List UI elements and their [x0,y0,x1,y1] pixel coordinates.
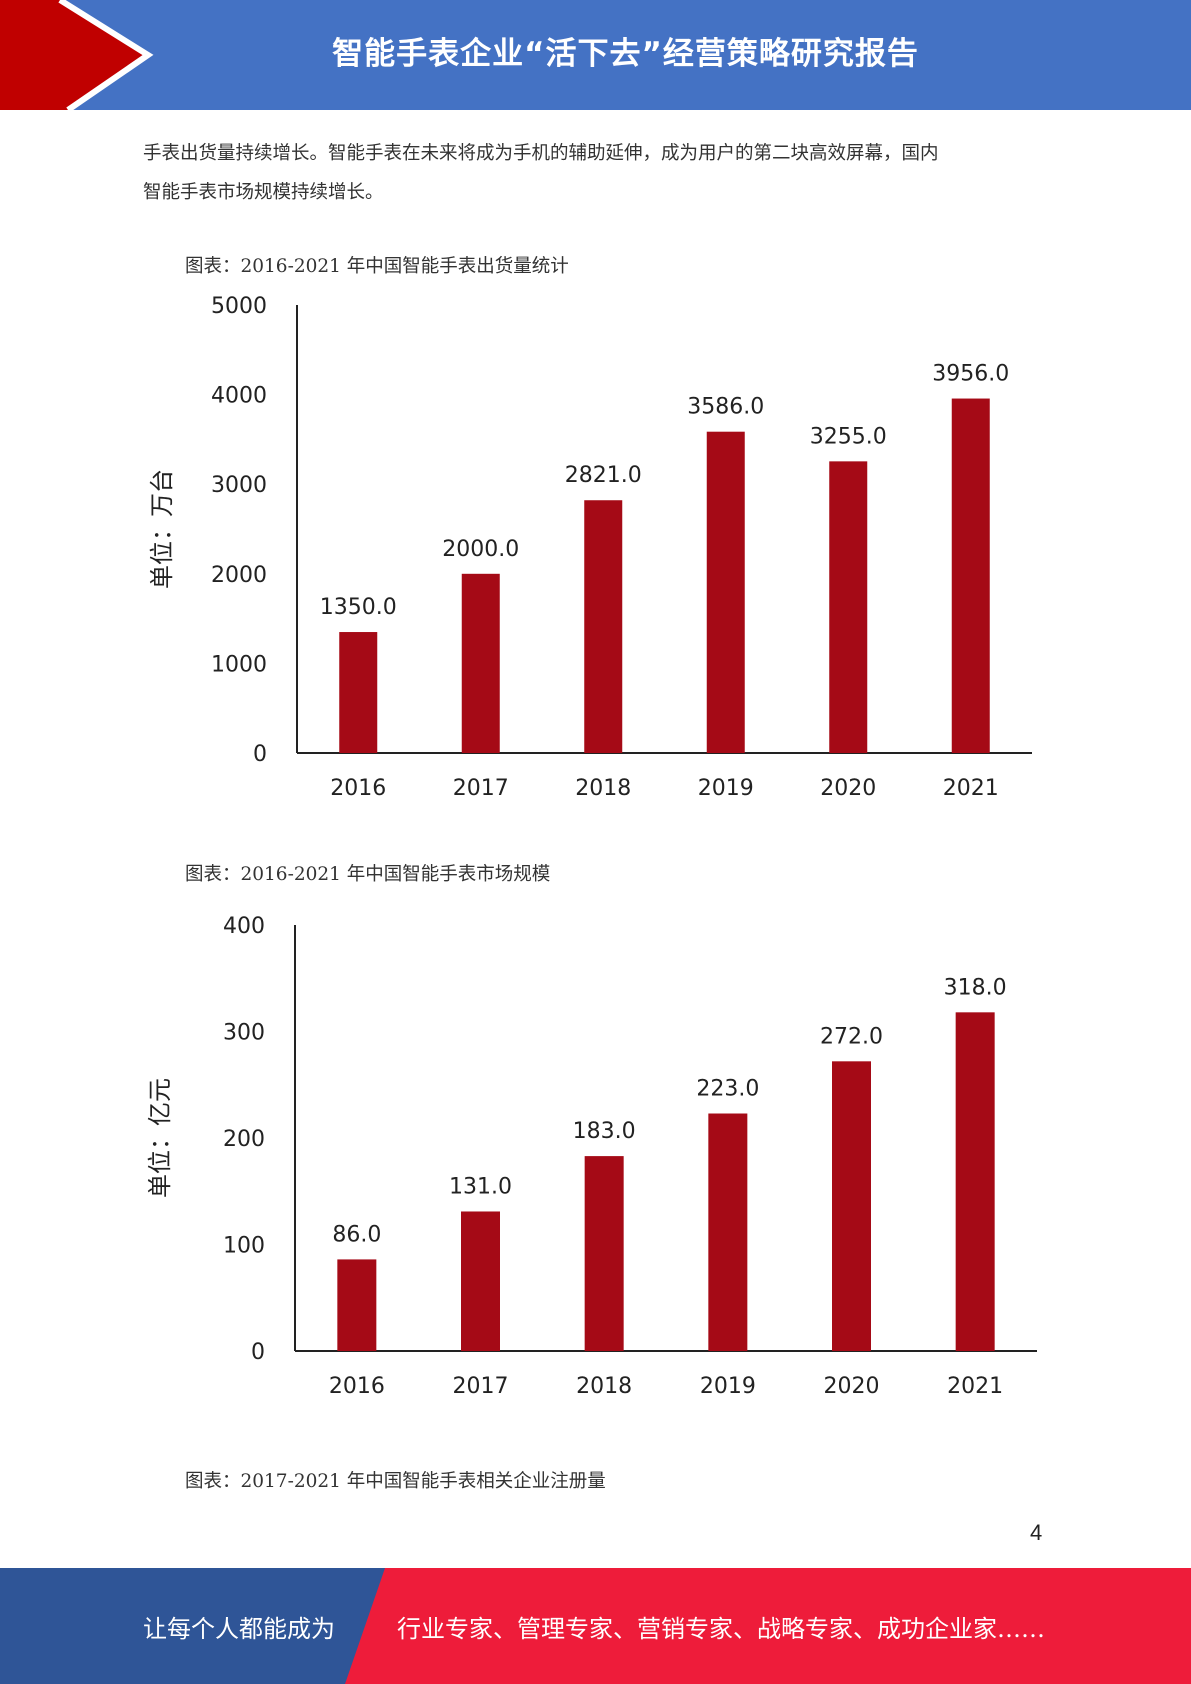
header-arrow-decoration [0,0,154,110]
footer-slogan-right: 行业专家、管理专家、营销专家、战略专家、成功企业家…… [397,1614,1045,1643]
chart3-caption: 图表：2017-2021 年中国智能手表相关企业注册量 [185,1471,606,1492]
bar [708,1113,748,1351]
bar [951,398,990,753]
y-tick-label: 200 [223,1127,265,1152]
x-tick-label: 2020 [820,776,876,801]
bar [829,461,868,753]
y-tick-label: 1000 [211,652,267,677]
data-label: 3586.0 [687,395,764,420]
y-tick-label: 5000 [211,294,267,319]
bar [955,1012,995,1351]
footer-slogan-left: 让每个人都能成为 [143,1614,335,1643]
y-tick-label: 4000 [211,384,267,409]
x-tick-label: 2016 [330,776,386,801]
market-size-chart-svg: 0 100 200 300 400 单位：亿元 86.0 2016 131.0 2017 183.0… [146,914,1037,1399]
bar [584,1156,624,1351]
page-header: 智能手表企业“活下去”经营策略研究报告 [0,0,1191,110]
x-tick-label: 2021 [947,1374,1003,1399]
intro-line-2: 智能手表市场规模持续增长。 [143,182,384,203]
chart1-caption: 图表：2016-2021 年中国智能手表出货量统计 [185,256,569,277]
x-tick-label: 2017 [453,1374,509,1399]
chart2-caption: 图表：2016-2021 年中国智能手表市场规模 [185,864,551,885]
data-label: 183.0 [573,1119,636,1144]
bar [832,1061,871,1351]
bar [337,1259,377,1351]
data-label: 318.0 [944,975,1007,1000]
report-title: 智能手表企业“活下去”经营策略研究报告 [332,35,919,72]
y-tick-label: 0 [253,742,267,767]
x-tick-label: 2019 [700,1374,756,1399]
data-label: 272.0 [820,1024,883,1049]
data-label: 3956.0 [932,362,1009,387]
data-label: 131.0 [449,1174,512,1199]
x-tick-label: 2018 [575,776,631,801]
x-tick-label: 2019 [698,776,754,801]
x-tick-label: 2018 [576,1374,632,1399]
data-label: 1350.0 [320,595,397,620]
shipment-chart: 0 1000 2000 3000 4000 5000 单位：万台 1350.0 2016 2000… [140,288,1050,808]
footer-background [0,1568,1191,1684]
y-axis-label: 单位：亿元 [146,1078,174,1198]
page-number: 4 [1030,1520,1043,1545]
y-tick-label: 3000 [211,473,267,498]
x-tick-label: 2017 [453,776,509,801]
y-tick-label: 400 [223,914,265,939]
shipment-chart-svg: 0 1000 2000 3000 4000 5000 单位：万台 1350.0 2016 2000… [148,294,1032,801]
intro-paragraph: 手表出货量持续增长。智能手表在未来将成为手机的辅助延伸，成为用户的第二块高效屏幕… [143,134,1053,212]
x-tick-label: 2021 [943,776,999,801]
data-label: 2821.0 [565,463,642,488]
bar [706,431,745,753]
y-tick-label: 2000 [211,563,267,588]
y-tick-label: 100 [223,1234,265,1259]
bar [461,1211,500,1351]
y-axis-label: 单位：万台 [148,469,176,589]
bar [461,573,500,753]
data-label: 2000.0 [442,537,519,562]
y-tick-label: 300 [223,1021,265,1046]
data-label: 3255.0 [810,424,887,449]
data-label: 86.0 [332,1222,381,1247]
x-tick-label: 2020 [824,1374,880,1399]
bar [584,500,623,753]
intro-line-1: 手表出货量持续增长。智能手表在未来将成为手机的辅助延伸，成为用户的第二块高效屏幕… [143,143,939,164]
y-tick-label: 0 [251,1340,265,1365]
bar [339,632,378,753]
page-footer: 让每个人都能成为 行业专家、管理专家、营销专家、战略专家、成功企业家…… [0,1568,1191,1684]
x-tick-label: 2016 [329,1374,385,1399]
market-size-chart: 0 100 200 300 400 单位：亿元 86.0 2016 131.0 2017 183.0… [140,903,1050,1403]
data-label: 223.0 [696,1077,759,1102]
